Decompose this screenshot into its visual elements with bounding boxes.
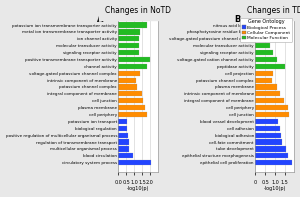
Text: B: B	[234, 15, 240, 24]
Bar	[255, 22, 266, 28]
Bar	[118, 43, 139, 48]
Bar	[118, 160, 151, 165]
Bar	[255, 78, 272, 83]
Bar	[118, 71, 140, 76]
Bar	[255, 71, 273, 76]
X-axis label: -log10(p): -log10(p)	[264, 186, 286, 191]
Bar	[255, 57, 277, 62]
Bar	[118, 91, 142, 97]
Bar	[118, 112, 147, 117]
Bar	[118, 84, 137, 90]
Bar	[255, 91, 280, 97]
Bar	[118, 78, 136, 83]
Legend: Biological Process, Cellular Component, Molecular Function: Biological Process, Cellular Component, …	[240, 18, 292, 42]
Bar	[255, 139, 282, 145]
Bar	[255, 119, 278, 124]
Bar	[118, 133, 128, 138]
Bar	[255, 153, 288, 158]
Bar	[118, 57, 150, 62]
Bar	[255, 146, 286, 151]
Text: A: A	[97, 15, 104, 24]
Bar	[118, 105, 145, 110]
Bar	[255, 84, 277, 90]
Bar	[255, 36, 272, 41]
Bar	[255, 126, 280, 131]
Bar	[255, 64, 285, 69]
Title: Changes in TD: Changes in TD	[247, 6, 300, 15]
Bar	[255, 98, 284, 103]
Bar	[118, 22, 147, 28]
Bar	[118, 119, 127, 124]
Bar	[118, 153, 133, 158]
Bar	[118, 29, 140, 34]
Bar	[118, 50, 139, 55]
Bar	[255, 50, 273, 55]
Bar	[118, 64, 147, 69]
X-axis label: -log10(p): -log10(p)	[127, 186, 149, 191]
Bar	[255, 112, 289, 117]
Bar	[118, 36, 139, 41]
Bar	[118, 146, 129, 151]
Bar	[255, 133, 281, 138]
Title: Changes in NoTD: Changes in NoTD	[105, 6, 171, 15]
Bar	[255, 105, 288, 110]
Bar	[255, 29, 265, 34]
Bar	[255, 43, 270, 48]
Bar	[255, 160, 292, 165]
Bar	[118, 98, 143, 103]
Bar	[118, 126, 127, 131]
Bar	[118, 139, 129, 145]
